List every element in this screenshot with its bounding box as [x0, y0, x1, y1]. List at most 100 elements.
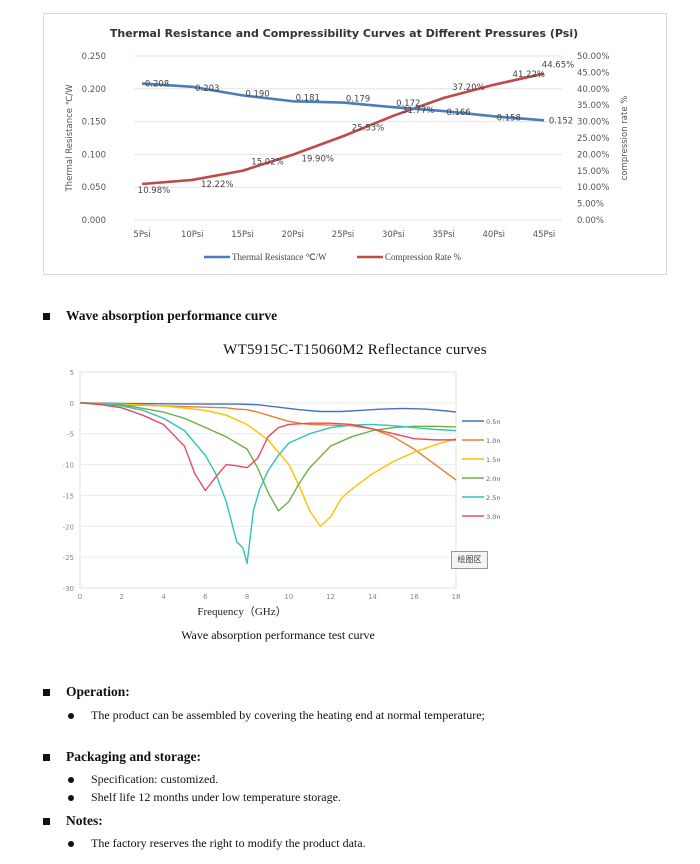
- packaging-heading-text: Packaging and storage:: [66, 749, 201, 764]
- packaging-item-text: Shelf life 12 months under low temperatu…: [91, 790, 341, 804]
- reflectance-chart-panel: 5 0 -5 -10 -15 -20 -25 -30 0 2 4 6 8 10 12 14 16 18 Freque…: [45, 366, 509, 620]
- x-tick-label: 6: [203, 593, 208, 601]
- legend-label: 2.0mm: [486, 475, 500, 483]
- x-tick-label: 20Psi: [281, 230, 304, 240]
- series-line-3.0mm: [79, 402, 456, 492]
- bullet-dot-icon: [68, 777, 74, 784]
- data-label: 44.65%: [542, 61, 574, 71]
- wave-heading-text: Wave absorption performance curve: [66, 308, 278, 323]
- x-tick-label: 16: [410, 593, 419, 601]
- data-label: 0.208: [145, 80, 169, 90]
- plot-area-label: 绘图区: [451, 551, 488, 569]
- series-line-1.5mm: [79, 402, 457, 527]
- packaging-item: Shelf life 12 months under low temperatu…: [68, 790, 341, 805]
- data-label: 0.203: [195, 84, 219, 94]
- legend-label: 1.5mm: [486, 456, 500, 464]
- series-line-2.0mm: [79, 402, 457, 512]
- reflectance-chart: 5 0 -5 -10 -15 -20 -25 -30 0 2 4 6 8 10 12 14 16 18 Freque…: [45, 369, 509, 618]
- data-label: 31.77%: [402, 106, 434, 116]
- y-tick-label: -25: [63, 554, 74, 562]
- bullet-dot-icon: [68, 795, 74, 802]
- data-label: 25.53%: [352, 123, 384, 133]
- reflectance-chart-title: WT5915C-T15060M2 Reflectance curves: [223, 342, 487, 358]
- y-tick-label: -10: [63, 462, 74, 470]
- compression-rate-line: [141, 72, 545, 186]
- data-label: 12.22%: [201, 180, 233, 190]
- x-tick-label: 15Psi: [231, 230, 254, 240]
- data-label: 0.172: [396, 99, 420, 109]
- wave-caption: Wave absorption performance test curve: [181, 628, 375, 642]
- operation-item-text: The product can be assembled by covering…: [91, 708, 485, 722]
- y-tick-label: -15: [63, 492, 74, 500]
- x-tick-label: 30Psi: [382, 230, 405, 240]
- y-tick-label: 0.150: [82, 118, 106, 128]
- series-line-1.0mm: [79, 402, 457, 481]
- data-label: 37.20%: [452, 83, 484, 93]
- notes-item-text: The factory reserves the right to modify…: [91, 836, 366, 850]
- data-label: 0.181: [296, 93, 320, 103]
- x-tick-label: 10Psi: [181, 230, 204, 240]
- y2-tick-label: 30.00%: [577, 118, 609, 128]
- data-label: 10.98%: [138, 186, 170, 196]
- y2-tick-label: 0.00%: [577, 216, 604, 226]
- packaging-item: Specification: customized.: [68, 772, 218, 787]
- x-tick-label: 2: [120, 593, 124, 601]
- packaging-heading: Packaging and storage:: [43, 749, 201, 765]
- x-tick-label: 8: [245, 593, 249, 601]
- legend-label: 2.5mm: [486, 494, 500, 502]
- thermal-chart-panel: Thermal Resistance and Compressibility C…: [43, 13, 667, 275]
- x-tick-label: 10: [284, 593, 293, 601]
- square-bullet-icon: [43, 313, 50, 321]
- legend-label: 0.5mm: [486, 418, 500, 426]
- x-tick-label: 45Psi: [533, 230, 556, 240]
- bullet-dot-icon: [68, 713, 74, 720]
- y-tick-label: -5: [67, 431, 74, 439]
- x-tick-label: 25Psi: [332, 230, 355, 240]
- y2-tick-label: 50.00%: [577, 52, 609, 62]
- y2-tick-label: 25.00%: [577, 134, 609, 144]
- operation-heading-text: Operation:: [66, 684, 130, 699]
- series-line-0.5mm: [79, 402, 457, 413]
- y2-tick-label: 10.00%: [577, 183, 609, 193]
- y2-tick-label: 5.00%: [577, 200, 604, 210]
- data-label: 15.02%: [251, 158, 283, 168]
- data-label: 0.158: [497, 113, 521, 123]
- y-tick-label: 0: [70, 400, 74, 408]
- notes-item: The factory reserves the right to modify…: [68, 836, 366, 851]
- data-label: 0.190: [245, 89, 269, 99]
- y2-axis-label: compression rate %: [620, 96, 630, 181]
- y-tick-label: 0.200: [82, 85, 106, 95]
- y-tick-label: 0.100: [82, 150, 106, 160]
- legend-label: Compression Rate %: [385, 252, 461, 262]
- y-tick-label: 5: [70, 369, 74, 377]
- square-bullet-icon: [43, 689, 50, 697]
- x-tick-label: 12: [326, 593, 335, 601]
- chart-title: Thermal Resistance and Compressibility C…: [110, 27, 578, 40]
- x-tick-label: 14: [368, 593, 377, 601]
- operation-item: The product can be assembled by covering…: [68, 708, 485, 723]
- y-tick-label: 0.050: [82, 183, 106, 193]
- data-label: 0.152: [549, 116, 573, 126]
- y2-tick-label: 15.00%: [577, 167, 609, 177]
- y2-tick-label: 20.00%: [577, 150, 609, 160]
- data-label: 0.166: [446, 108, 470, 118]
- x-tick-label: 5Psi: [133, 230, 150, 240]
- x-tick-label: 40Psi: [482, 230, 505, 240]
- y2-tick-label: 35.00%: [577, 101, 609, 111]
- notes-heading: Notes:: [43, 813, 103, 829]
- y-axis-label: Thermal Resistance ℃/W: [65, 84, 75, 193]
- x-axis-label: Frequency（GHz）: [197, 605, 286, 618]
- operation-heading: Operation:: [43, 684, 130, 700]
- y2-tick-label: 40.00%: [577, 85, 609, 95]
- thermal-chart: Thermal Resistance and Compressibility C…: [65, 27, 630, 262]
- y2-tick-label: 45.00%: [577, 68, 609, 78]
- data-label: 0.179: [346, 95, 370, 105]
- y-tick-label: 0.000: [82, 216, 106, 226]
- legend-label: 3.0mm: [486, 513, 500, 521]
- square-bullet-icon: [43, 818, 50, 826]
- data-label: 41.22%: [513, 70, 545, 80]
- y-tick-label: -20: [63, 523, 74, 531]
- data-label: 19.90%: [302, 155, 334, 165]
- square-bullet-icon: [43, 754, 50, 762]
- series-line-2.5mm: [79, 402, 457, 565]
